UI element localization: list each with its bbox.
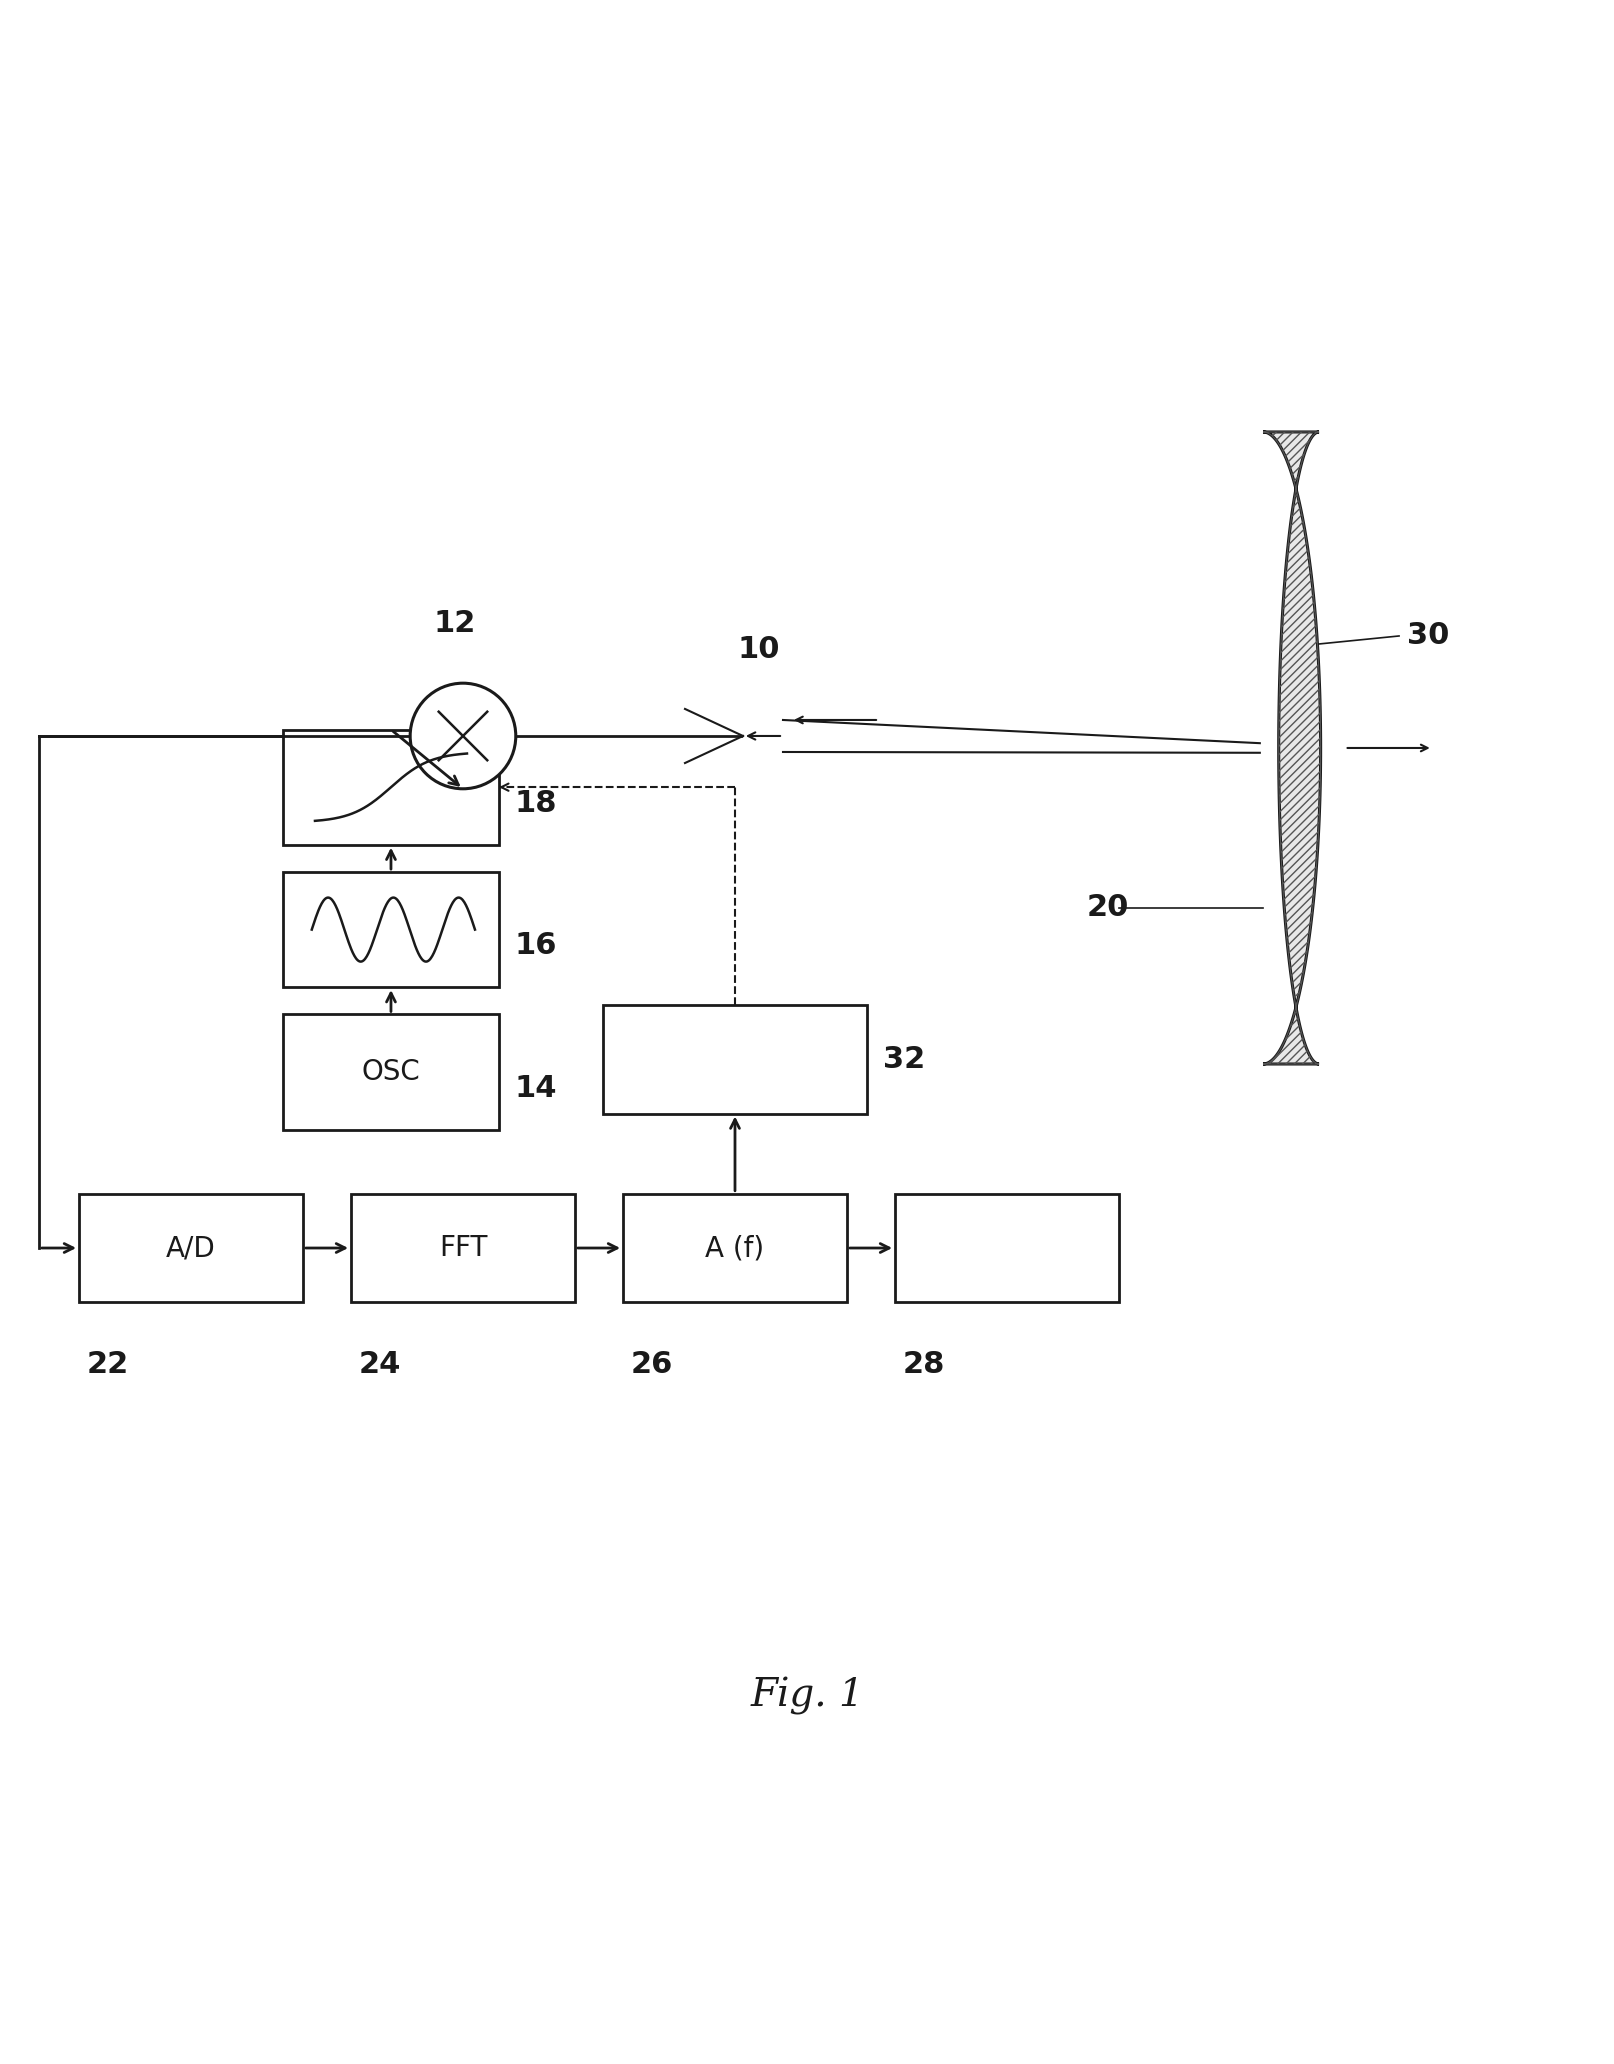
Circle shape: [410, 683, 516, 788]
Text: 16: 16: [515, 931, 557, 960]
Bar: [79, 1193, 303, 1302]
Text: OSC: OSC: [362, 1059, 420, 1086]
Bar: [282, 871, 499, 987]
Text: A (f): A (f): [705, 1234, 765, 1261]
Text: Fig. 1: Fig. 1: [751, 1678, 863, 1715]
Text: 24: 24: [358, 1350, 402, 1379]
Text: 28: 28: [902, 1350, 946, 1379]
Text: 30: 30: [1407, 621, 1449, 650]
Text: 10: 10: [738, 636, 780, 665]
Bar: [282, 1013, 499, 1129]
Text: 14: 14: [515, 1073, 557, 1102]
Bar: [604, 1005, 867, 1115]
Text: A/D: A/D: [166, 1234, 216, 1261]
Polygon shape: [1264, 431, 1320, 1065]
Text: 26: 26: [631, 1350, 673, 1379]
Bar: [350, 1193, 575, 1302]
Text: 12: 12: [434, 609, 476, 638]
Bar: [623, 1193, 847, 1302]
Text: 20: 20: [1086, 894, 1130, 923]
Text: 18: 18: [515, 788, 557, 817]
Bar: [282, 729, 499, 844]
Bar: [896, 1193, 1119, 1302]
Text: 32: 32: [883, 1044, 925, 1073]
Text: 22: 22: [87, 1350, 129, 1379]
Text: FFT: FFT: [439, 1234, 487, 1261]
